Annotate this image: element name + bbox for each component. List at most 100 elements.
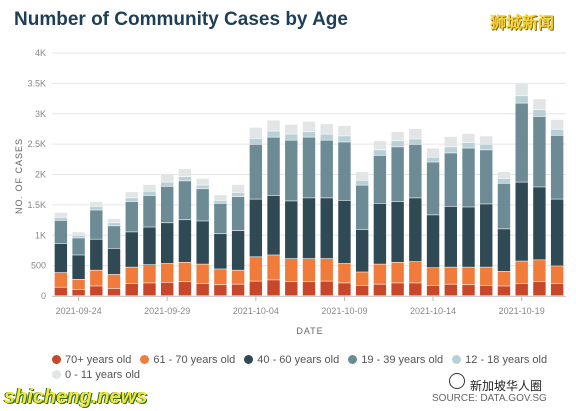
bar-segment [249, 199, 263, 257]
bar-segment [107, 226, 121, 249]
bar-segment [90, 286, 103, 296]
bar-segment [444, 147, 457, 153]
bar-segment [497, 271, 511, 286]
bar-segment [196, 189, 209, 221]
bar-segment [320, 258, 333, 281]
bar-segment [214, 269, 227, 285]
bar-segment [161, 174, 174, 182]
bar-segment [285, 258, 298, 282]
bar-segment [355, 272, 369, 286]
legend-item: 70+ years old [52, 353, 131, 368]
bar-stack [426, 148, 440, 296]
bar-segment [480, 136, 493, 145]
bar-segment [533, 282, 546, 296]
bar-segment [302, 258, 316, 282]
bar-segment [409, 261, 422, 283]
source-note: SOURCE: DATA.GOV.SG [432, 393, 547, 404]
bar-segment [107, 223, 121, 226]
bar-segment [444, 136, 457, 147]
bar-stack [54, 212, 68, 296]
bar-segment [178, 262, 192, 282]
legend-label: 61 - 70 years old [153, 354, 236, 366]
bar-segment [338, 283, 351, 296]
x-tick-label: 2021-10-19 [499, 306, 545, 316]
bar-segment [409, 283, 422, 296]
bar-segment [161, 186, 174, 223]
bar-segment [90, 206, 103, 210]
bar-segment [249, 127, 263, 139]
bar-segment [178, 282, 192, 296]
bar-segment [462, 133, 475, 143]
bar-segment [72, 235, 85, 238]
bar-segment [497, 286, 511, 296]
bar-segment [497, 183, 511, 229]
bar-stack [285, 124, 298, 296]
bar-segment [533, 187, 546, 260]
bar-segment [90, 270, 103, 286]
bar-segment [125, 201, 138, 232]
legend-label: 19 - 39 years old [361, 354, 444, 366]
y-tick-label: 3K [35, 109, 46, 119]
bar-segment [72, 289, 85, 296]
bar-stack [515, 83, 528, 296]
bar-segment [409, 139, 422, 145]
bar-segment [231, 284, 245, 296]
bar-stack [107, 218, 121, 296]
bar-segment [285, 134, 298, 140]
bar-stack [302, 121, 316, 296]
legend-swatch [52, 370, 61, 379]
bar-segment [533, 116, 546, 187]
bar-segment [214, 203, 227, 234]
bar-segment [143, 191, 156, 196]
bar-segment [480, 150, 493, 204]
bar-segment [302, 198, 316, 259]
bar-segment [480, 267, 493, 286]
bar-segment [196, 264, 209, 284]
bar-segment [462, 285, 475, 296]
legend-swatch [52, 355, 61, 364]
bar-segment [515, 96, 528, 103]
bar-segment [338, 136, 351, 142]
y-tick-label: 0 [41, 291, 46, 301]
bar-stack [480, 136, 493, 296]
legend-swatch [348, 355, 358, 364]
bar-segment [550, 283, 564, 296]
bar-segment [231, 192, 245, 197]
bar-segment [550, 135, 564, 199]
bar-segment [409, 144, 422, 198]
bar-segment [267, 137, 280, 196]
bar-segment [72, 232, 85, 236]
bar-segment [54, 243, 68, 273]
bar-segment [54, 272, 68, 287]
bar-segment [249, 144, 263, 199]
y-tick-label: 4K [35, 48, 46, 58]
bar-segment [72, 255, 85, 279]
bar-segment [338, 142, 351, 201]
bar-stack [409, 128, 422, 296]
bar-segment [107, 288, 121, 296]
bar-segment [444, 153, 457, 207]
legend-swatch [140, 355, 150, 364]
bar-segment [355, 285, 369, 296]
bar-segment [214, 234, 227, 269]
bar-segment [338, 200, 351, 264]
y-axis-ticks: 0 500 1K 1.5K 2K 2.5K 3K 3.5K 4K [27, 48, 46, 301]
bar-segment [72, 279, 85, 290]
legend-item: 12 - 18 years old [452, 353, 547, 368]
bar-segment [178, 176, 192, 181]
legend-item: 61 - 70 years old [140, 353, 235, 368]
bar-segment [550, 129, 564, 136]
bar-segment [143, 195, 156, 227]
bar-stack [178, 169, 192, 296]
bar-segment [267, 255, 280, 280]
bar-segment [231, 230, 245, 270]
bar-stack [161, 174, 174, 296]
legend-swatch [244, 355, 254, 364]
legend-label: 0 - 11 years old [65, 369, 141, 381]
bar-segment [550, 119, 564, 129]
legend-item: 19 - 39 years old [348, 353, 443, 368]
bar-segment [426, 157, 440, 162]
bar-segment [515, 83, 528, 96]
bar-segment [480, 285, 493, 296]
bar-segment [90, 239, 103, 270]
